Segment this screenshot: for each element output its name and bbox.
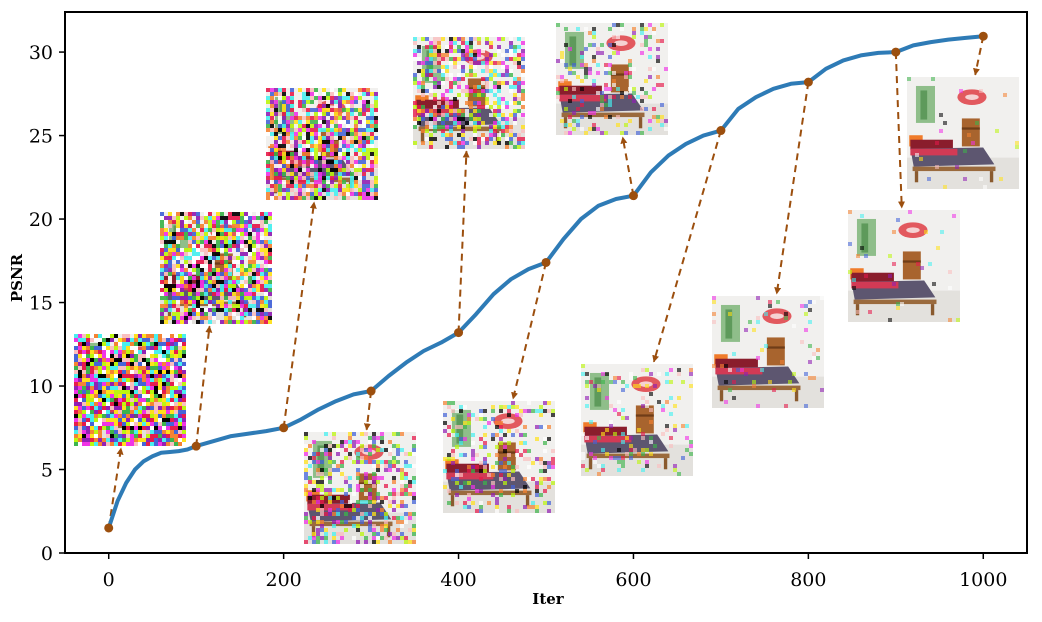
snapshot-arrow — [973, 36, 985, 76]
y-tick-label: 10 — [29, 376, 53, 398]
snapshot-thumbnail — [266, 88, 378, 200]
snapshot-arrow — [282, 201, 317, 428]
x-tick-label: 400 — [440, 569, 476, 591]
y-tick-label: 5 — [41, 460, 53, 482]
x-tick-label: 600 — [615, 569, 651, 591]
snapshot-arrow — [107, 447, 124, 529]
snapshot-point — [628, 191, 638, 201]
snapshot-thumbnail — [413, 37, 525, 149]
psnr-series-line — [106, 34, 986, 530]
ticks-layer: 0 200 400 600 800 1000 0 5 10 15 20 25 30 — [29, 42, 1008, 591]
snapshot-arrow — [363, 390, 373, 431]
snapshot-point — [716, 126, 726, 136]
line-layer — [106, 34, 986, 530]
snapshot-arrow — [511, 262, 547, 400]
snapshot-arrow — [652, 130, 722, 363]
x-tick-label: 800 — [790, 569, 826, 591]
snapshot-point — [104, 523, 114, 533]
snapshot-point — [279, 423, 289, 433]
snapshot-point — [978, 31, 988, 41]
markers-layer — [104, 31, 988, 533]
y-tick-label: 15 — [29, 293, 53, 315]
x-tick-label: 1000 — [959, 569, 1007, 591]
y-tick-label: 0 — [41, 543, 53, 565]
snapshot-thumbnail — [907, 77, 1019, 189]
snapshot-thumbnail — [443, 401, 555, 513]
snapshot-thumbnail — [74, 334, 186, 446]
snapshot-thumbnail — [160, 212, 272, 324]
snapshot-thumbnail — [848, 210, 960, 322]
y-tick-label: 20 — [29, 209, 53, 231]
x-axis-title: Iter — [532, 590, 564, 608]
snapshot-arrow — [620, 136, 635, 196]
x-tick-label: 0 — [103, 569, 115, 591]
snapshot-arrow — [894, 52, 906, 209]
y-axis-title: PSNR — [8, 253, 26, 302]
snapshot-arrow — [195, 325, 213, 447]
snapshot-thumbnail — [304, 432, 416, 544]
y-tick-label: 25 — [29, 126, 53, 148]
snapshot-point — [541, 257, 551, 267]
snapshots-layer — [74, 23, 1019, 544]
snapshot-point — [803, 77, 813, 87]
plot-frame — [64, 11, 1028, 554]
snapshot-point — [454, 328, 464, 338]
y-tick-label: 30 — [29, 42, 53, 64]
snapshot-arrow — [457, 150, 470, 333]
snapshot-point — [191, 441, 201, 451]
snapshot-thumbnail — [556, 23, 668, 135]
snapshot-point — [891, 47, 901, 57]
snapshot-arrow — [774, 81, 810, 295]
snapshot-thumbnail — [712, 296, 824, 408]
snapshot-thumbnail — [581, 364, 693, 476]
snapshot-point — [366, 386, 376, 396]
x-tick-label: 200 — [266, 569, 302, 591]
arrows-layer — [107, 36, 985, 529]
